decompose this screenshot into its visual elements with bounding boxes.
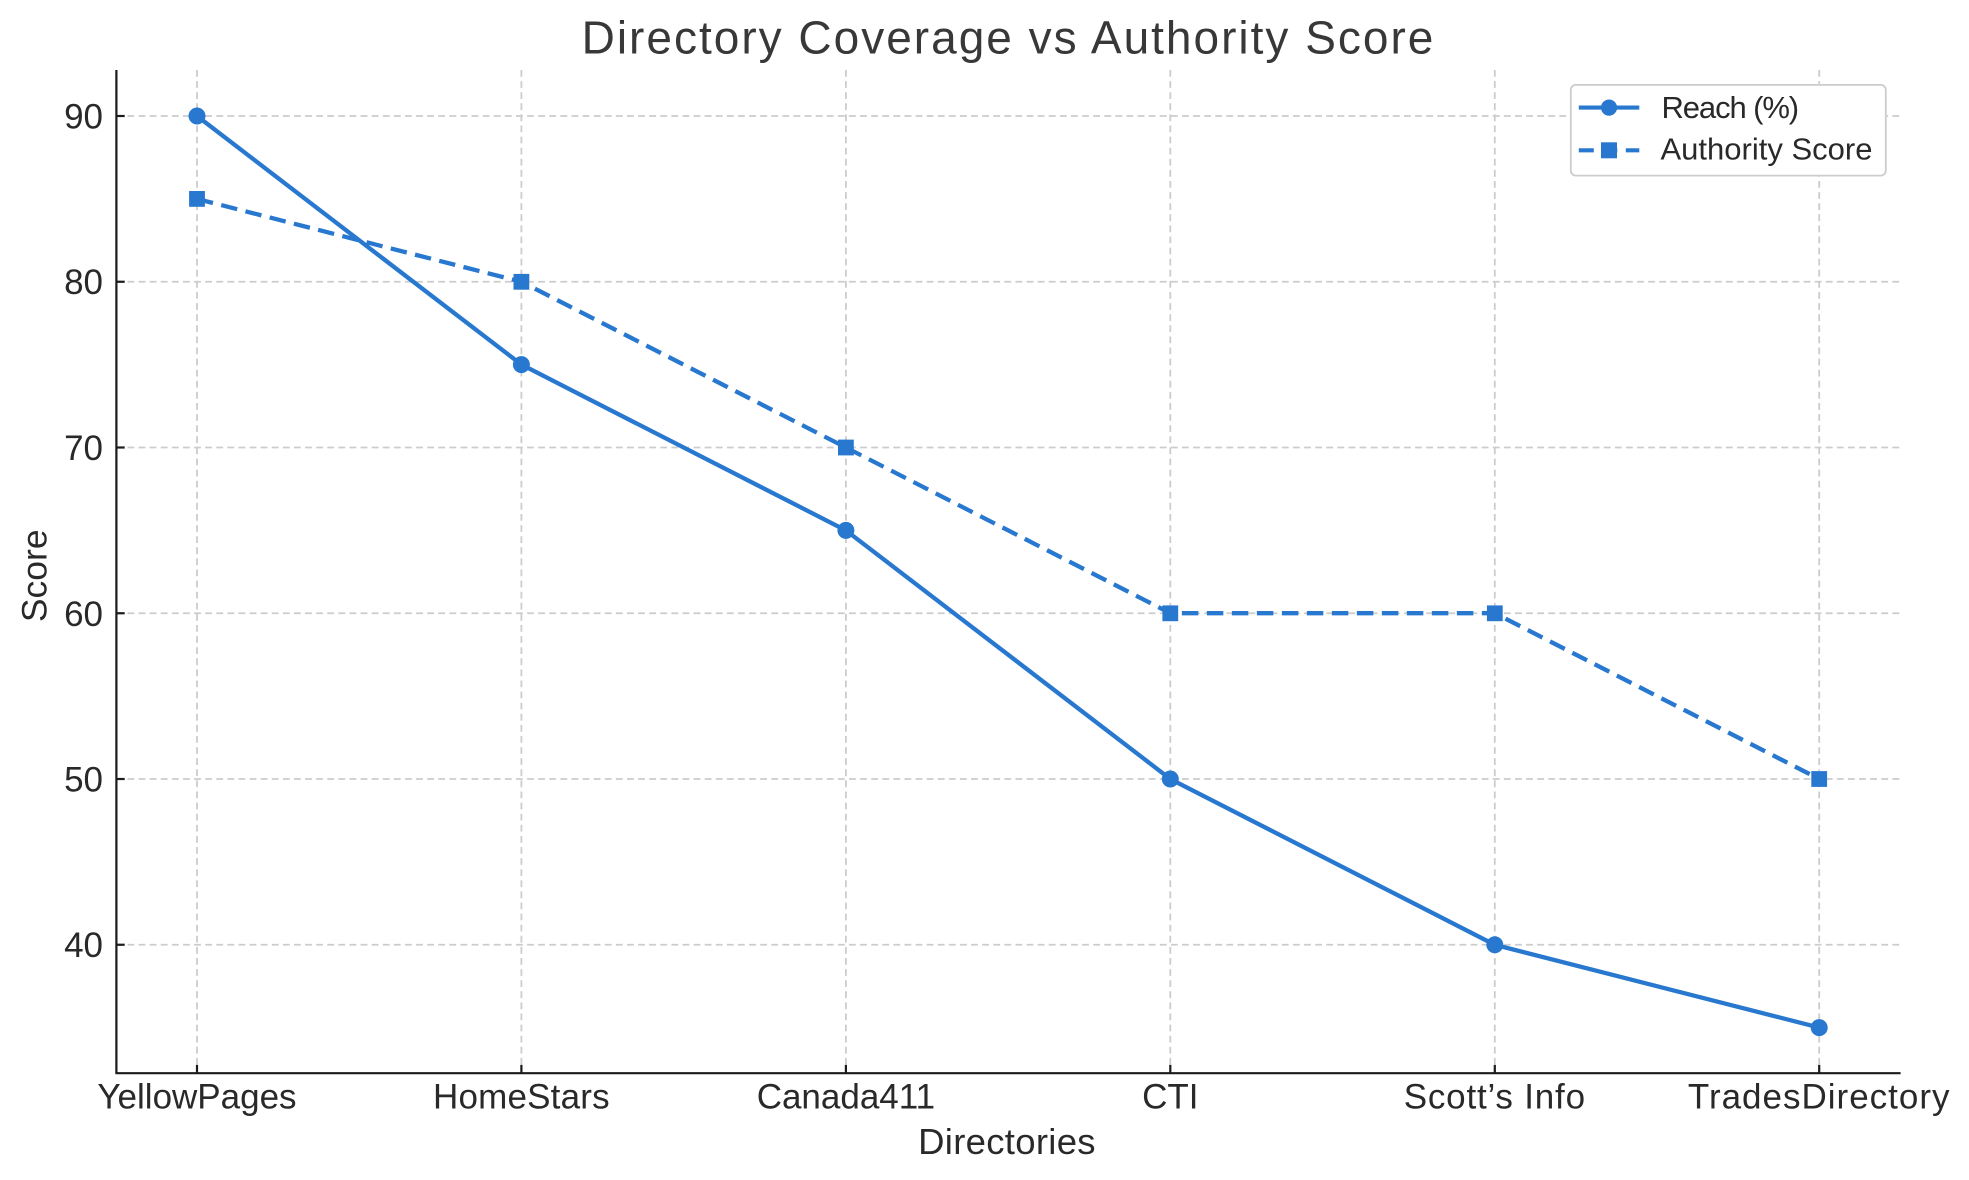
svg-text:90: 90 [64,98,103,137]
svg-text:Authority Score: Authority Score [1661,132,1873,167]
svg-text:80: 80 [64,263,103,302]
svg-text:Canada411: Canada411 [757,1078,935,1117]
svg-text:Reach (%): Reach (%) [1662,90,1799,125]
svg-text:40: 40 [64,926,103,965]
svg-text:CTI: CTI [1142,1078,1198,1117]
svg-text:70: 70 [64,429,103,468]
svg-text:60: 60 [64,595,103,634]
svg-text:Score: Score [15,529,55,622]
svg-text:YellowPages: YellowPages [97,1078,296,1117]
svg-text:HomeStars: HomeStars [433,1078,610,1117]
svg-text:TradesDirectory: TradesDirectory [1688,1078,1951,1117]
svg-text:Scott’s Info: Scott’s Info [1404,1078,1586,1117]
svg-text:Directories: Directories [918,1121,1096,1162]
svg-text:Directory Coverage vs Authorit: Directory Coverage vs Authority Score [582,12,1436,64]
svg-text:50: 50 [64,761,103,800]
